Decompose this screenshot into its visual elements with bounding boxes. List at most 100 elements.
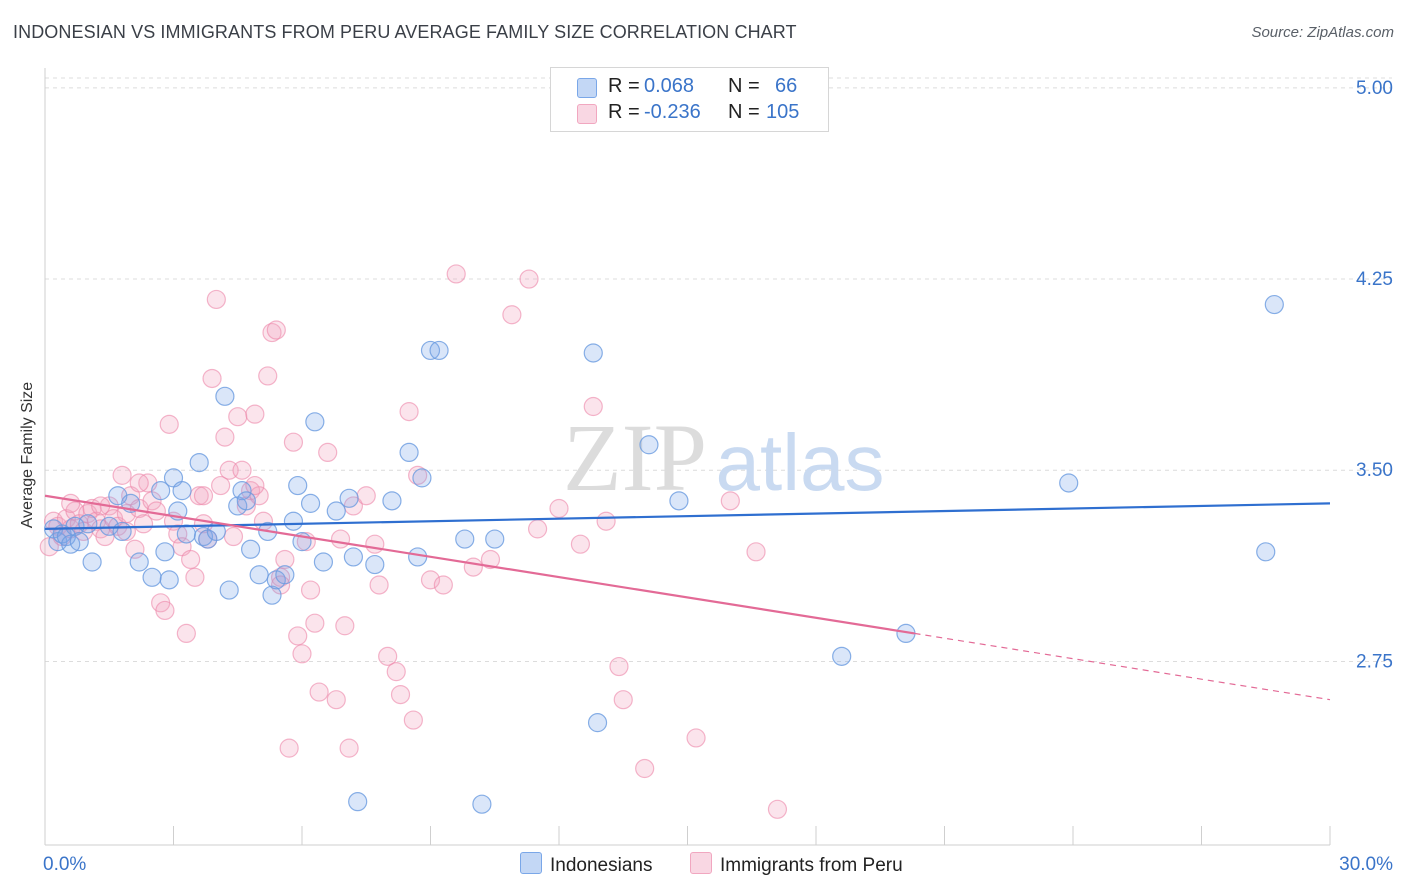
point-indonesians [365, 554, 385, 575]
x-tick-label-max: 30.0% [1339, 854, 1393, 875]
point-peru [420, 570, 441, 590]
point-peru [433, 575, 453, 595]
gridlines [45, 77, 1392, 662]
stats-n-label: N = [728, 101, 760, 123]
chart-source: Source: ZipAtlas.com [1251, 24, 1394, 41]
point-peru [215, 427, 235, 447]
point-peru [403, 710, 423, 730]
legend-item-indonesians[interactable]: Indonesians [520, 852, 652, 877]
point-indonesians [219, 580, 239, 600]
point-indonesians [300, 493, 321, 513]
point-peru [181, 549, 201, 570]
axes [44, 68, 1331, 846]
point-peru [446, 264, 466, 284]
series-peru-points [39, 264, 788, 819]
point-peru [129, 473, 149, 493]
point-indonesians [215, 386, 235, 406]
legend-item-peru[interactable]: Immigrants from Peru [690, 852, 903, 877]
point-indonesians [399, 442, 419, 463]
point-indonesians [241, 539, 261, 559]
legend-label-peru: Immigrants from Peru [720, 855, 903, 876]
point-indonesians [429, 340, 449, 361]
point-peru [720, 491, 740, 511]
point-peru [146, 501, 166, 521]
point-indonesians [348, 792, 368, 812]
point-peru [185, 567, 205, 587]
point-peru [369, 575, 389, 595]
point-peru [613, 690, 633, 710]
point-peru [480, 549, 501, 570]
point-peru [206, 289, 226, 310]
point-indonesians [339, 488, 359, 508]
point-peru [570, 534, 591, 554]
point-indonesians [112, 521, 132, 542]
point-indonesians [283, 511, 304, 531]
point-peru [386, 662, 406, 682]
point-peru [596, 511, 616, 531]
point-peru [339, 738, 359, 758]
point-indonesians [189, 452, 209, 473]
watermark-atlas: atlas [716, 418, 885, 507]
point-indonesians [172, 481, 192, 501]
point-indonesians [343, 547, 363, 567]
point-indonesians [455, 529, 475, 549]
point-indonesians [236, 491, 256, 511]
point-indonesians [587, 713, 608, 733]
legend-swatch-indonesians [520, 852, 542, 874]
point-indonesians [472, 794, 492, 814]
point-peru [288, 626, 308, 646]
point-peru [502, 305, 522, 325]
point-indonesians [382, 491, 402, 511]
point-indonesians [82, 552, 102, 572]
point-indonesians [313, 552, 334, 572]
point-indonesians [485, 529, 505, 549]
series-indonesians-points [43, 294, 1284, 814]
point-peru [61, 493, 81, 513]
point-peru [228, 407, 248, 427]
point-peru [519, 269, 539, 289]
point-indonesians [408, 547, 428, 567]
stats-r-value: 0.068 [644, 75, 695, 97]
point-indonesians [155, 542, 175, 562]
point-peru [292, 644, 312, 664]
point-peru [159, 414, 179, 434]
stats-n-value: 66 [775, 75, 798, 97]
stats-r-label: R = [608, 75, 640, 97]
point-peru [202, 368, 222, 389]
point-peru [133, 514, 154, 534]
point-indonesians [262, 585, 282, 605]
point-peru [583, 396, 603, 417]
point-peru [326, 690, 346, 710]
point-indonesians [275, 565, 295, 585]
point-peru [463, 557, 483, 577]
point-indonesians [639, 435, 659, 455]
point-indonesians [412, 468, 432, 488]
point-peru [635, 758, 655, 779]
y-tick-label: 5.00 [1356, 78, 1393, 99]
point-peru [223, 526, 244, 547]
point-peru [309, 682, 329, 702]
point-peru [767, 799, 788, 819]
point-peru [283, 432, 304, 452]
point-peru [155, 600, 175, 621]
tick-labels: 2.75 3.50 4.25 5.00 0.0% 30.0% [43, 78, 1393, 875]
stats-box: R = 0.068 N = 66 R = -0.236 N = 105 [550, 67, 829, 132]
point-peru [686, 728, 706, 748]
point-indonesians [1264, 294, 1284, 315]
point-indonesians [151, 481, 171, 501]
y-tick-label: 3.50 [1356, 460, 1393, 481]
point-peru [356, 486, 376, 506]
point-peru [258, 366, 278, 386]
point-indonesians [1059, 473, 1079, 493]
stats-r-value: -0.236 [644, 101, 701, 123]
point-peru [746, 542, 766, 562]
point-peru [232, 460, 252, 480]
point-peru [125, 539, 145, 559]
y-tick-label: 2.75 [1356, 651, 1393, 672]
point-indonesians [669, 491, 689, 511]
point-indonesians [583, 343, 603, 363]
stats-n-value: 105 [766, 101, 800, 123]
legend-label-indonesians: Indonesians [550, 855, 653, 876]
point-peru [527, 519, 548, 539]
point-indonesians [142, 567, 162, 587]
